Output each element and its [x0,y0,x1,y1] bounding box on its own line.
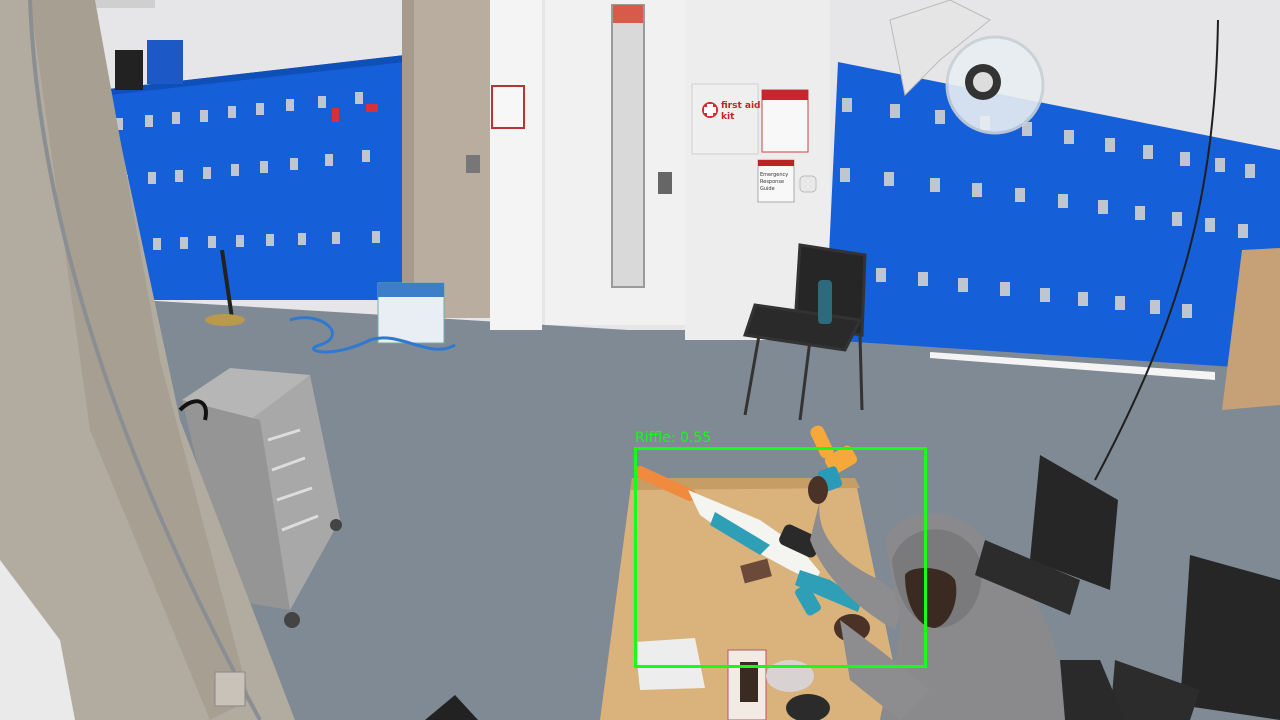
toy-rifle [634,466,862,616]
detection-bounding-box [634,447,927,668]
svg-text:Response: Response [760,179,784,185]
concrete-pillar [402,0,500,318]
svg-text:first aid: first aid [721,101,761,111]
left-lockers [100,40,415,300]
plywood-board [1222,248,1280,410]
person [808,476,1070,720]
paper-sheet [635,638,705,690]
chair-right-1 [975,455,1118,615]
first-aid-kit [691,83,759,155]
svg-text:kit: kit [721,112,735,122]
chair-right-2 [1110,555,1280,720]
detection-label: Riffle: 0.55 [635,430,711,446]
svg-text:Guide: Guide [760,186,775,192]
door-window [611,4,645,288]
right-lockers [825,62,1280,380]
svg-text:Emergency: Emergency [760,172,788,178]
detection-class: Riffle: [635,430,676,446]
metal-cart [178,368,342,628]
detection-confidence: 0.55 [679,430,712,446]
